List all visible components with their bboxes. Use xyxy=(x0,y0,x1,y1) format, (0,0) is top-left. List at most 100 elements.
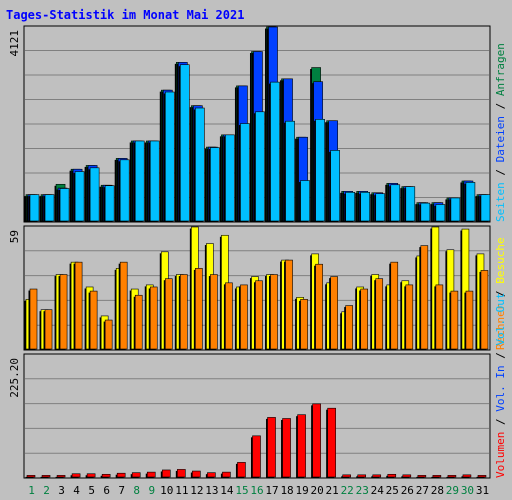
bar-seiten-day-26 xyxy=(405,186,416,222)
x-tick-label-day-18: 18 xyxy=(280,484,293,497)
legend-anfragen: Anfragen xyxy=(494,43,507,96)
bar-rechner-day-5 xyxy=(89,290,98,350)
bar-seiten-day-11 xyxy=(180,64,190,222)
x-tick-label-day-25: 25 xyxy=(386,484,399,497)
bar-seiten-day-17 xyxy=(270,81,280,222)
bar-volumen-day-30-shadow xyxy=(461,476,470,479)
x-tick-label-day-27: 27 xyxy=(416,484,429,497)
bar-volumen-day-15 xyxy=(237,462,246,478)
bar-seiten-day-1 xyxy=(29,194,40,222)
legend-separator: / xyxy=(494,346,507,366)
x-tick-label-day-21: 21 xyxy=(326,484,339,497)
bar-volumen-day-8 xyxy=(131,472,141,478)
bar-seiten-day-9 xyxy=(149,140,160,222)
bar-seiten-day-19 xyxy=(300,180,310,222)
legend-separator: / xyxy=(494,96,507,116)
legend-separator: / xyxy=(494,412,507,432)
legend-volumen: Volumen xyxy=(494,432,507,478)
x-tick-label-day-19: 19 xyxy=(295,484,308,497)
bar-seiten-day-12 xyxy=(195,107,205,222)
bar-seiten-day-18 xyxy=(285,120,295,222)
bar-volumen-day-19 xyxy=(297,414,306,478)
chart-title: Tages-Statistik im Monat Mai 2021 xyxy=(6,8,245,22)
bar-rechner-day-30 xyxy=(465,290,474,350)
x-tick-label-day-31: 31 xyxy=(476,484,489,497)
x-tick-label-day-7: 7 xyxy=(118,484,125,497)
x-tick-label-day-5: 5 xyxy=(88,484,95,497)
x-tick-label-day-29: 29 xyxy=(446,484,459,497)
x-tick-label-day-22: 22 xyxy=(341,484,354,497)
bar-rechner-day-18 xyxy=(285,259,293,350)
bar-seiten-day-25 xyxy=(390,184,401,222)
bar-seiten-day-5 xyxy=(89,167,100,222)
bar-volumen-day-22 xyxy=(342,474,351,478)
bar-volumen-day-13 xyxy=(207,472,216,478)
x-tick-label-day-16: 16 xyxy=(250,484,263,497)
bar-volumen-day-29-shadow xyxy=(446,476,455,479)
bar-volumen-day-3-shadow xyxy=(55,476,64,479)
bar-rechner-day-24 xyxy=(375,278,384,350)
x-tick-label-day-10: 10 xyxy=(160,484,173,497)
bar-seiten-day-24 xyxy=(375,193,386,222)
bar-seiten-day-27 xyxy=(420,202,431,222)
bar-seiten-day-21 xyxy=(330,150,340,222)
x-tick-label-day-1: 1 xyxy=(28,484,35,497)
bar-volumen-day-29 xyxy=(447,475,457,478)
bar-rechner-day-19 xyxy=(300,299,308,350)
legend-besuche: Besuche xyxy=(494,237,507,283)
x-tick-label-day-2: 2 xyxy=(43,484,50,497)
bar-rechner-day-29 xyxy=(450,290,459,350)
x-tick-label-day-9: 9 xyxy=(148,484,155,497)
bar-seiten-day-10 xyxy=(164,91,175,222)
bar-rechner-day-15 xyxy=(240,284,248,350)
legend-hits: Seiten / Dateien / Anfragen xyxy=(494,43,507,222)
x-tick-label-day-30: 30 xyxy=(461,484,474,497)
bar-seiten-day-13 xyxy=(210,147,220,222)
bar-rechner-day-11 xyxy=(180,274,188,350)
bar-volumen-day-23 xyxy=(357,474,367,478)
bar-volumen-day-30 xyxy=(462,474,472,478)
bar-seiten-day-31 xyxy=(480,194,491,222)
bar-rechner-day-31 xyxy=(480,270,489,350)
bar-seiten-day-20 xyxy=(315,119,325,222)
bar-volumen-day-31-shadow xyxy=(476,476,485,479)
bar-volumen-day-16 xyxy=(252,435,261,478)
x-tick-label-day-13: 13 xyxy=(205,484,218,497)
bar-volumen-day-7 xyxy=(116,472,126,478)
bar-rechner-day-1 xyxy=(29,288,38,350)
bar-seiten-day-28 xyxy=(435,204,446,222)
ymax-label-0: 4121 xyxy=(8,30,21,57)
bar-volumen-day-6 xyxy=(101,473,111,478)
legend-vol-out: Vol. Out xyxy=(494,293,507,346)
bar-volumen-day-11 xyxy=(177,469,186,478)
bar-seiten-day-4 xyxy=(74,171,85,222)
bar-volumen-day-27 xyxy=(417,475,427,478)
bar-rechner-day-23 xyxy=(360,288,369,350)
legend-seiten: Seiten xyxy=(494,182,507,222)
bar-seiten-day-7 xyxy=(119,159,130,222)
bar-rechner-day-10 xyxy=(164,278,173,350)
bar-seiten-day-6 xyxy=(104,185,115,222)
bar-rechner-day-14 xyxy=(225,282,233,350)
bar-rechner-day-17 xyxy=(270,274,278,350)
bar-seiten-day-8 xyxy=(134,140,145,222)
bar-rechner-day-12 xyxy=(195,268,203,350)
x-tick-label-day-20: 20 xyxy=(311,484,324,497)
bar-volumen-day-21 xyxy=(327,407,336,478)
bar-rechner-day-20 xyxy=(315,263,323,350)
bar-seiten-day-15 xyxy=(240,123,250,222)
bar-rechner-day-16 xyxy=(255,280,263,350)
bar-volumen-day-2 xyxy=(41,475,51,478)
x-tick-label-day-23: 23 xyxy=(356,484,369,497)
ymax-label-2: 225.20 xyxy=(8,358,21,398)
bar-rechner-day-22 xyxy=(345,305,353,350)
bar-volumen-day-31 xyxy=(477,475,487,478)
x-tick-label-day-26: 26 xyxy=(401,484,414,497)
legend-visits: Rechner / Besuche xyxy=(494,237,507,350)
bar-volumen-day-28 xyxy=(432,475,442,478)
bar-volumen-day-22-shadow xyxy=(341,476,350,479)
bar-volumen-day-28-shadow xyxy=(431,476,440,479)
bar-rechner-day-9 xyxy=(149,286,158,350)
